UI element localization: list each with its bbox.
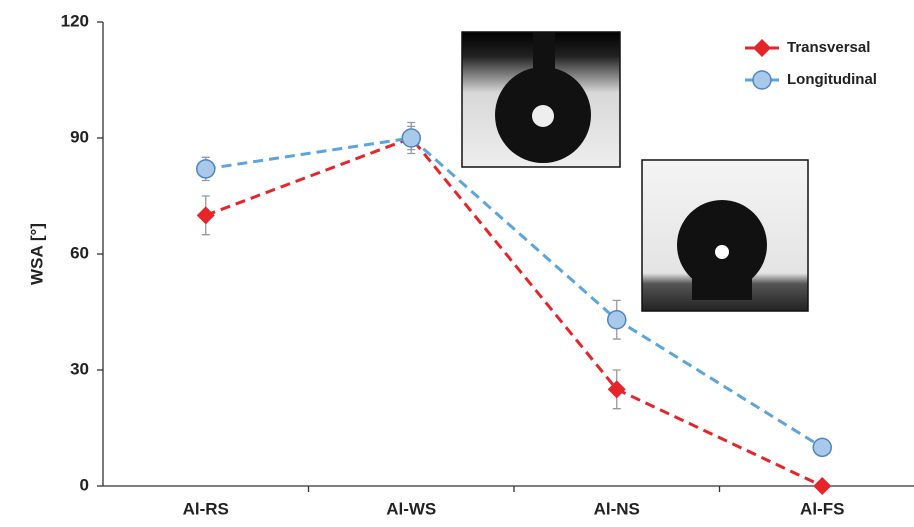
marker <box>196 206 215 225</box>
x-tick-label: Al-RS <box>183 499 229 518</box>
series-line <box>205 136 824 449</box>
x-tick-label: Al-WS <box>386 499 436 518</box>
y-tick-label: 60 <box>70 243 89 262</box>
legend-label: Longitudinal <box>787 71 877 88</box>
x-tick-label: Al-FS <box>800 499 844 518</box>
legend-label: Transversal <box>787 39 870 56</box>
marker <box>196 159 216 179</box>
x-tick-label: Al-NS <box>594 499 640 518</box>
y-tick-label: 90 <box>70 127 89 146</box>
series-line <box>205 136 823 488</box>
y-tick-label: 120 <box>61 11 89 30</box>
y-axis-label: WSA [°] <box>27 223 46 285</box>
marker <box>753 39 771 57</box>
y-tick-label: 0 <box>80 475 89 494</box>
inset-image <box>641 159 809 312</box>
marker <box>752 70 772 90</box>
marker <box>812 437 832 458</box>
marker <box>813 477 832 495</box>
y-tick-label: 30 <box>70 359 89 378</box>
inset-image <box>461 31 621 168</box>
marker <box>607 380 626 399</box>
marker <box>401 128 421 148</box>
marker <box>607 309 627 330</box>
